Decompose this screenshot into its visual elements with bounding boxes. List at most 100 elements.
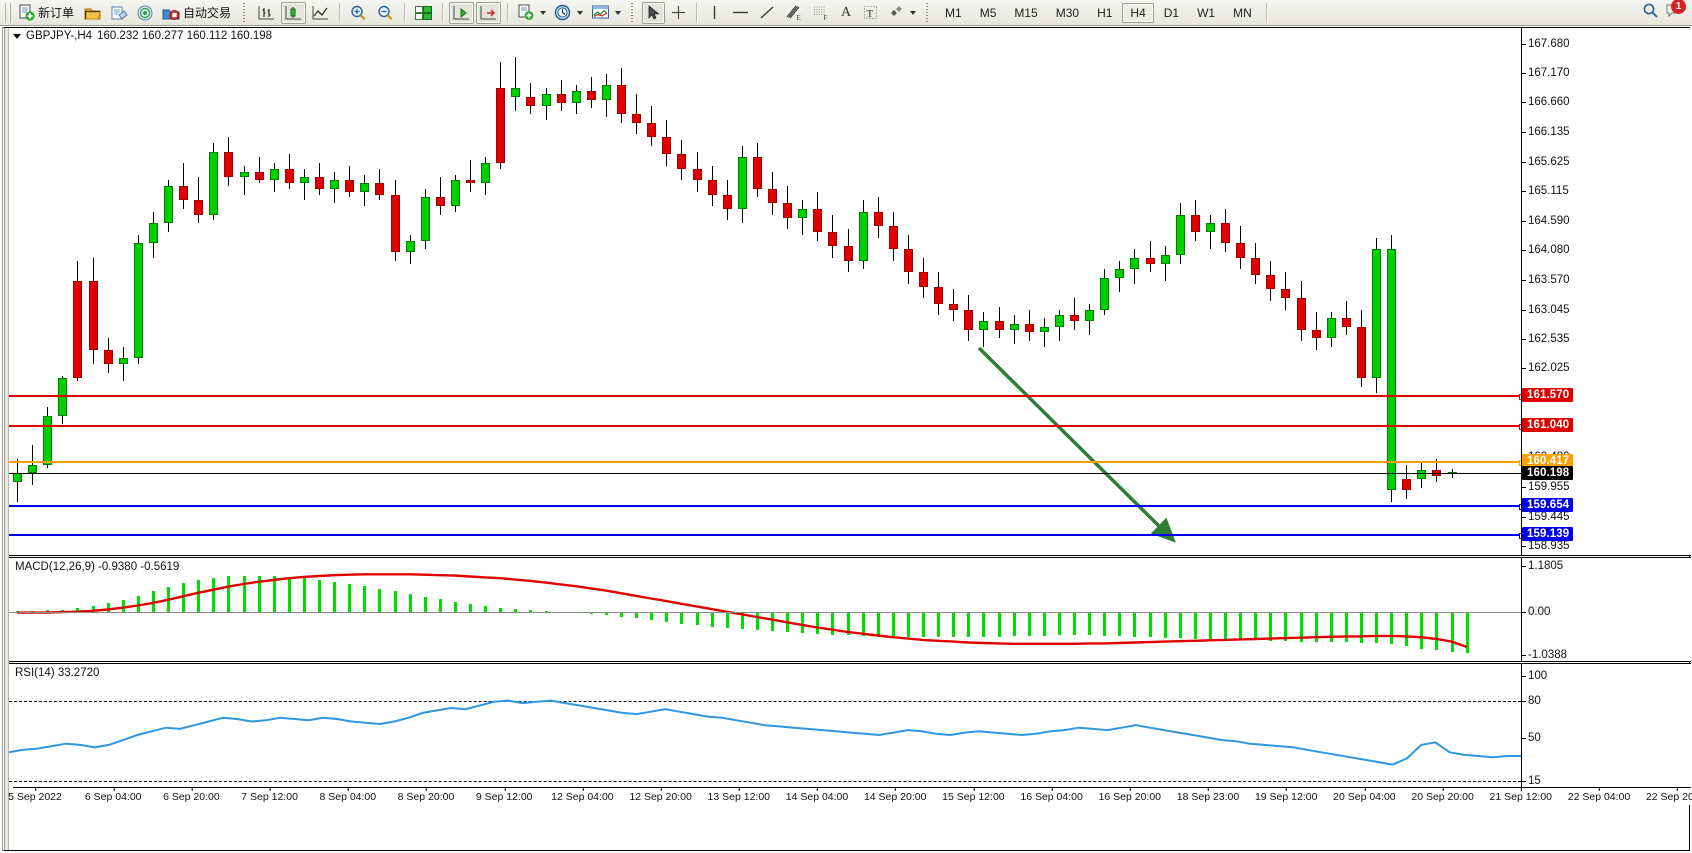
toolbar-grip-3[interactable] [630,2,637,23]
macd-histogram-bar [151,591,155,612]
toolbar-grip-4[interactable] [925,2,932,23]
zoom-in-button[interactable] [346,2,371,24]
price-level-line-support[interactable] [9,503,1521,510]
chevron-down-icon[interactable] [910,10,917,15]
rsi-plot-area[interactable] [9,664,1521,805]
time-axis-label: 12 Sep 20:00 [629,787,692,803]
price-axis[interactable]: 167.680 167.170 166.660 166.135 165.625 165.1… [1521,28,1691,555]
search-button[interactable] [1642,2,1659,24]
auto-scroll-button[interactable] [449,1,475,24]
chevron-down-icon[interactable] [615,10,622,15]
macd-histogram-bar [1284,611,1288,642]
text-button[interactable]: A [835,2,857,24]
macd-pane[interactable]: MACD(12,26,9) -0.9380 -0.5619 1.1805 0.00… [9,557,1691,662]
pointer-button[interactable] [642,1,666,24]
price-level-handle[interactable] [1519,533,1521,540]
rsi-axis[interactable]: 1008050150 [1521,664,1691,805]
trendline-button[interactable] [755,2,779,24]
tile-windows-icon [415,5,433,20]
candle-body [360,183,370,192]
timeframe-h1-button[interactable]: H1 [1097,5,1113,20]
candle-body [1145,257,1155,264]
price-level-badge-support[interactable]: 159.654 [1522,497,1574,512]
price-level-handle[interactable] [1519,424,1521,430]
price-level-line-pivot[interactable] [9,459,1521,466]
print-preview-icon [111,6,128,20]
candle-body [118,358,128,365]
chart-shift-button[interactable] [476,1,502,24]
macd-plot-area[interactable] [9,558,1521,661]
horizontal-line-button[interactable] [728,2,753,24]
timeframe-m5-button[interactable]: M5 [979,5,997,20]
price-level-line-resistance[interactable] [9,393,1521,400]
price-level-badge-resistance[interactable]: 161.040 [1522,418,1574,432]
price-level-badge-last-price[interactable]: 160.198 [1522,466,1574,481]
print-preview-button[interactable] [107,2,131,24]
shapes-button[interactable] [884,2,919,24]
timeframe-h4-button[interactable]: H4 [1122,2,1154,23]
chart-shift-icon [480,5,497,19]
line-chart-button[interactable] [308,2,333,24]
indicators-button[interactable] [514,2,549,24]
price-level-handle[interactable] [1519,393,1521,400]
zoom-in-icon [351,5,366,20]
rsi-level-line-80 [9,700,1521,702]
candle-wick [198,177,200,224]
notifications-button[interactable]: 1 [1665,0,1686,24]
folder-button[interactable] [81,2,105,24]
price-pane[interactable]: GBPJPY-,H4 160.232 160.277 160.112 160.1… [9,28,1691,556]
candle-body [1100,277,1110,310]
timeframe-mn-button[interactable]: MN [1233,5,1252,20]
bar-chart-button[interactable] [254,2,279,24]
vertical-line-icon [713,6,716,19]
periods-button[interactable] [551,2,586,24]
chevron-down-icon[interactable] [577,10,584,15]
network-button[interactable] [133,2,157,24]
price-axis-tick: 163.570 [1522,273,1570,286]
toolbar-grip-2[interactable] [242,2,249,23]
candlestick-chart-button[interactable] [281,1,307,24]
price-level-handle[interactable] [1519,459,1521,466]
price-level-line-resistance[interactable] [9,424,1521,430]
price-level-badge-resistance[interactable]: 161.570 [1522,387,1574,402]
time-axis-label: 9 Sep 12:00 [475,787,533,803]
price-level-line-last-price[interactable] [9,473,1521,475]
autotrading-button[interactable]: 自动交易 [159,2,236,24]
timeframe-w1-button[interactable]: W1 [1197,5,1216,20]
toolbar-grip[interactable] [4,2,11,23]
price-level-badge-pivot[interactable]: 160.417 [1522,453,1574,468]
chevron-down-icon[interactable] [13,33,21,39]
tile-windows-button[interactable] [411,2,436,24]
toolbar-right-group: 1 [1642,0,1690,24]
macd-signal-line [17,573,1467,649]
chart-scroll-rail[interactable] [5,28,9,850]
new-order-button[interactable]: 新订单 [15,2,79,24]
time-axis-label: 6 Sep 20:00 [163,787,220,803]
timeframe-m15-button[interactable]: M15 [1014,5,1038,20]
timeframe-m30-button[interactable]: M30 [1055,5,1080,20]
chart-window[interactable]: GBPJPY-,H4 160.232 160.277 160.112 160.1… [2,27,1692,851]
templates-icon [592,5,610,19]
down-trend-arrow[interactable] [9,28,1521,555]
zoom-out-button[interactable] [373,2,398,24]
candle-body [1205,223,1215,232]
crosshair-button[interactable] [667,2,690,24]
text-label-button[interactable]: T [859,2,882,24]
timeframe-m1-button[interactable]: M1 [945,5,962,20]
price-level-badge-support[interactable]: 159.139 [1522,527,1574,542]
price-level-line-support[interactable] [9,533,1521,540]
price-axis-tick: 164.590 [1522,215,1570,228]
equidistant-channel-button[interactable]: E [781,2,806,24]
periods-icon [554,4,571,21]
macd-histogram-bar [755,611,759,631]
fibonacci-button[interactable]: F [808,2,833,24]
candle-body [450,180,460,207]
price-plot-area[interactable] [9,28,1521,555]
vertical-line-button[interactable] [703,2,726,24]
templates-button[interactable] [588,2,624,24]
price-level-handle[interactable] [1519,503,1521,510]
chevron-down-icon[interactable] [540,10,547,15]
timeframe-d1-button[interactable]: D1 [1163,5,1180,20]
macd-axis[interactable]: 1.1805 0.00 -1.0388 [1521,558,1691,661]
